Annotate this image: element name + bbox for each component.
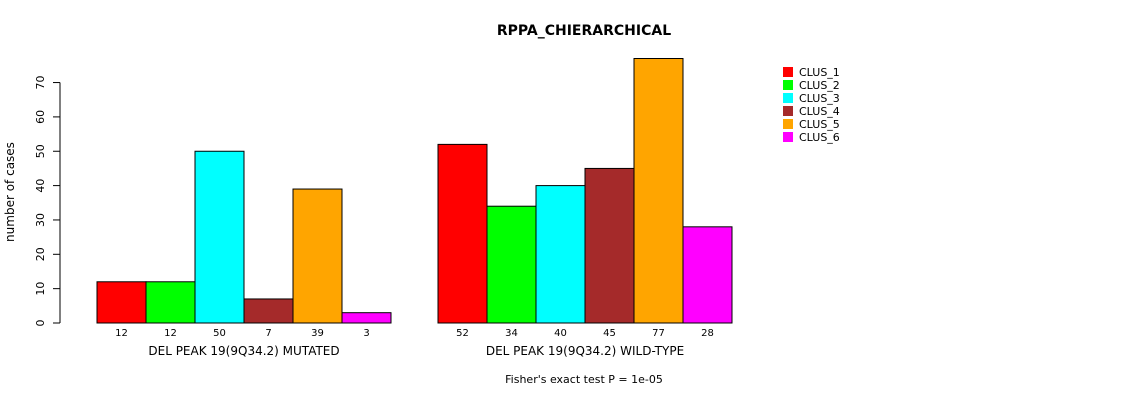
legend-swatch: [783, 119, 793, 129]
bar: [96, 281, 147, 324]
y-tick-label: 50: [34, 144, 47, 158]
legend-label: CLUS_6: [799, 131, 840, 144]
bar-value-label: 34: [505, 328, 518, 339]
y-tick-label: 20: [34, 247, 47, 261]
legend-swatch: [783, 80, 793, 90]
legend-swatch: [783, 106, 793, 116]
bar: [292, 188, 343, 324]
legend-swatch: [783, 93, 793, 103]
legend-swatch: [783, 67, 793, 77]
bar: [437, 143, 488, 324]
legend-label: CLUS_2: [799, 79, 840, 92]
bar: [341, 312, 392, 324]
bar: [194, 150, 245, 324]
y-axis: 0 10 20 30 40 50 60 70: [34, 76, 61, 327]
y-tick-label: 30: [34, 213, 47, 227]
y-tick-label: 40: [34, 179, 47, 193]
bar: [682, 226, 733, 324]
y-tick-label: 10: [34, 282, 47, 296]
y-axis-label: number of cases: [3, 142, 17, 242]
bar-value-label: 12: [115, 328, 128, 339]
bar: [535, 185, 586, 324]
bar: [486, 205, 537, 324]
bar-value-label: 3: [363, 328, 369, 339]
bar-value-label: 28: [701, 328, 714, 339]
y-tick-label: 70: [34, 76, 47, 90]
bar-value-label: 39: [311, 328, 324, 339]
legend-label: CLUS_4: [799, 105, 840, 118]
bar: [243, 298, 294, 324]
group-label: DEL PEAK 19(9Q34.2) MUTATED: [148, 344, 339, 358]
bar-value-label: 50: [213, 328, 226, 339]
legend-label: CLUS_3: [799, 92, 840, 105]
legend-label: CLUS_1: [799, 66, 840, 79]
bar-value-label: 7: [265, 328, 271, 339]
y-tick-label: 60: [34, 110, 47, 124]
bar: [145, 281, 196, 324]
y-tick-label: 0: [34, 320, 47, 327]
bars: 12 12 50 7 39 3 DEL PEAK 19(9Q34.2) MUTATED 52 3…: [96, 58, 733, 358]
bar-value-label: 40: [554, 328, 567, 339]
legend-label: CLUS_5: [799, 118, 840, 131]
footnote: Fisher's exact test P = 1e-05: [505, 373, 663, 386]
legend-swatch: [783, 132, 793, 142]
bar-value-label: 52: [456, 328, 469, 339]
bar: [584, 167, 635, 324]
bar-value-label: 12: [164, 328, 177, 339]
chart-title: RPPA_CHIERARCHICAL: [497, 23, 671, 39]
group-label: DEL PEAK 19(9Q34.2) WILD-TYPE: [486, 344, 684, 358]
bar-value-label: 45: [603, 328, 616, 339]
bar-value-label: 77: [652, 328, 665, 339]
bar: [633, 58, 684, 324]
